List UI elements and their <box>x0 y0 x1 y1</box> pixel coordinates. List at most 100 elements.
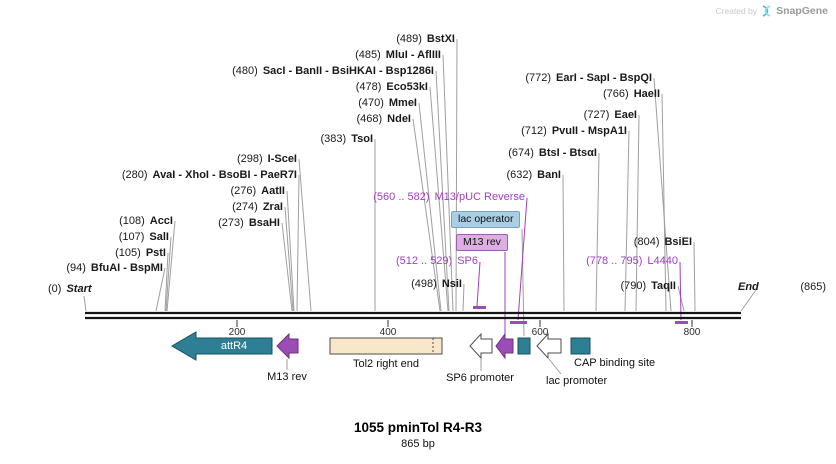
enzyme-names: BsaHI <box>248 217 280 229</box>
l4440-primer-bar[interactable] <box>675 321 688 324</box>
enzyme-position: (712) <box>521 125 547 137</box>
enzyme-position: (632) <box>506 169 533 181</box>
enzyme-names: Eco53kI <box>386 81 428 93</box>
enzyme-label[interactable]: (478) Eco53kI <box>298 81 428 94</box>
connector-line <box>661 93 667 312</box>
sp6-promoter-arrow[interactable] <box>469 332 493 360</box>
cap-binding-site-box[interactable] <box>570 337 591 355</box>
enzyme-position: (468) <box>356 113 383 125</box>
enzyme-label[interactable]: (498) NsiI <box>362 278 462 291</box>
enzyme-label[interactable]: (804) BsiEI <box>577 236 692 249</box>
map-length: 865 bp <box>401 438 435 450</box>
cap-binding-site-label[interactable]: CAP binding site <box>574 357 656 369</box>
connector-line <box>624 130 630 312</box>
connector-line <box>286 190 295 312</box>
connector-line <box>435 70 450 312</box>
tol2-right-end-label[interactable]: Tol2 right end <box>352 358 420 370</box>
connector-line <box>284 206 294 312</box>
m13-rev-site-arrow[interactable] <box>495 332 514 360</box>
enzyme-position: (273) <box>218 217 244 229</box>
end-text: End <box>738 281 759 293</box>
enzyme-label[interactable]: (772) EarI - SapI - BspQI <box>482 72 652 85</box>
lac-promoter-label[interactable]: lac promoter <box>546 375 608 387</box>
enzyme-label[interactable]: (766) HaeII <box>550 88 660 101</box>
enzyme-label[interactable]: (712) PvuII - MspA1I <box>442 125 627 138</box>
primer-label-m13-puc-reverse[interactable]: (560 .. 582) M13/pUC Reverse <box>335 191 525 204</box>
connector-line <box>412 118 441 312</box>
enzyme-label[interactable]: (298) I-SceI <box>177 153 297 166</box>
enzyme-label[interactable]: (274) ZraI <box>173 201 283 214</box>
enzyme-names: BfuAI - BspMI <box>90 262 163 274</box>
attr4-label[interactable]: attR4 <box>220 340 248 352</box>
connector-line <box>635 114 640 312</box>
enzyme-names: NsiI <box>441 278 462 290</box>
enzyme-names: I-SceI <box>267 153 297 165</box>
enzyme-label[interactable]: (489) BstXI <box>335 33 455 46</box>
enzyme-position: (489) <box>396 33 422 45</box>
enzyme-label[interactable]: (276) AatII <box>175 185 285 198</box>
enzyme-names: SacI - BanII - BsiHKAI - Bsp1286I <box>262 65 434 77</box>
enzyme-position: (105) <box>115 247 141 259</box>
start-label: (0) Start <box>48 283 92 296</box>
connector-line <box>442 54 454 312</box>
m13-rev-label[interactable]: M13 rev <box>267 371 307 383</box>
connector-line <box>548 358 562 375</box>
lac-operator-box[interactable] <box>517 337 531 355</box>
m13-puc-reverse-primer-bar[interactable] <box>510 321 527 324</box>
m13-rev-boxed-label[interactable]: M13 rev <box>456 234 508 251</box>
enzyme-label[interactable]: (107) SalI <box>64 231 169 244</box>
enzyme-position: (108) <box>119 215 145 227</box>
enzyme-label[interactable]: (674) BtsI - BtsαI <box>447 147 597 160</box>
enzyme-position: (94) <box>66 262 86 274</box>
enzyme-position: (485) <box>355 49 381 61</box>
m13-rev-arrow[interactable] <box>276 332 299 360</box>
snapgene-logo-icon <box>761 5 772 17</box>
watermark: Created by SnapGene <box>715 5 828 17</box>
connector-line <box>595 152 600 312</box>
enzyme-label[interactable]: (108) AccI <box>63 215 173 228</box>
primer-label-l4440[interactable]: (778 .. 795) L4440 <box>562 255 678 268</box>
enzyme-label[interactable]: (105) PstI <box>61 247 166 260</box>
enzyme-label[interactable]: (727) EaeI <box>532 109 637 122</box>
enzyme-label[interactable]: (273) BsaHI <box>165 217 280 230</box>
ruler-tick-label: 400 <box>379 327 397 338</box>
enzyme-label[interactable]: (94) BfuAI - BspMI <box>5 262 163 275</box>
sp6-promoter-label[interactable]: SP6 promoter <box>446 372 514 384</box>
enzyme-names: SalI <box>149 231 169 243</box>
enzyme-label[interactable]: (485) MluI - AflIII <box>281 49 441 62</box>
connector-line <box>164 252 169 312</box>
enzyme-label[interactable]: (470) MmeI <box>297 97 417 110</box>
enzyme-names: TaqII <box>651 280 676 292</box>
enzyme-position: (804) <box>633 236 660 248</box>
lac-operator-label[interactable]: lac operator <box>451 211 521 228</box>
enzyme-names: NdeI <box>387 113 411 125</box>
enzyme-position: (674) <box>508 147 534 159</box>
enzyme-names: EarI - SapI - BspQI <box>556 72 652 84</box>
enzyme-position: (772) <box>525 72 552 84</box>
enzyme-label[interactable]: (632) BanI <box>456 169 561 182</box>
enzyme-names: AatII <box>261 185 285 197</box>
enzyme-label[interactable]: (468) NdeI <box>291 113 411 126</box>
enzyme-position: (274) <box>232 201 258 213</box>
tol2-right-end-box[interactable] <box>329 337 443 355</box>
enzyme-names: MmeI <box>388 97 417 109</box>
primer-connector-line <box>517 197 528 321</box>
primer-range: (560 .. 582) <box>373 191 430 203</box>
ruler-tick-label: 600 <box>531 327 549 338</box>
enzyme-names: BtsI - BtsαI <box>538 147 597 159</box>
sp6-primer-bar[interactable] <box>473 306 486 309</box>
enzyme-position: (383) <box>320 133 347 145</box>
attr4-arrow[interactable] <box>171 331 273 361</box>
primer-label-sp6[interactable]: (512 .. 529) SP6 <box>368 255 478 268</box>
ruler-tick-label: 800 <box>683 327 701 338</box>
connector-line <box>166 220 176 312</box>
watermark-created-by: Created by <box>715 6 758 16</box>
enzyme-label[interactable]: (480) SacI - BanII - BsiHKAI - Bsp1286I <box>134 65 434 78</box>
ruler-tick-label: 200 <box>228 327 246 338</box>
lac-promoter-arrow[interactable] <box>536 332 562 360</box>
enzyme-label[interactable]: (790) TaqII <box>566 280 676 293</box>
connector-line <box>562 174 565 312</box>
enzyme-label[interactable]: (280) AvaI - XhoI - BsoBI - PaeR7I <box>37 169 297 182</box>
primer-name: M13/pUC Reverse <box>434 191 525 203</box>
enzyme-label[interactable]: (383) TsoI <box>263 133 373 146</box>
